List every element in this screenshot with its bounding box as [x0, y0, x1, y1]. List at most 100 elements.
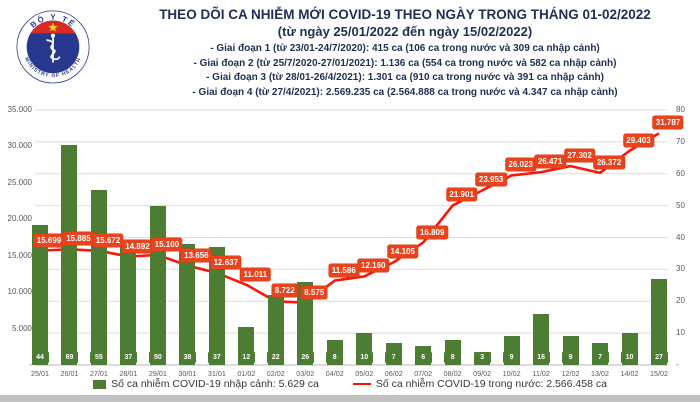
right-axis-tick-label: -	[676, 360, 679, 369]
left-axis-tick-label: 30.000	[7, 141, 32, 151]
right-axis-tick-label: 40	[676, 232, 685, 242]
imported-cases-bar	[267, 294, 284, 365]
domestic-cases-value-label: 26.023	[505, 158, 536, 172]
page-title: THEO DÕI CA NHIỄM MỚI COVID-19 THEO NGÀY…	[159, 7, 651, 22]
legend-line-swatch	[352, 382, 371, 386]
left-axis-tick-label: 15.000	[7, 250, 32, 260]
imported-cases-value-label: 10	[355, 352, 373, 363]
chart-header: THEO DÕI CA NHIỄM MỚI COVID-19 THEO NGÀY…	[118, 6, 692, 100]
imported-cases-bar	[32, 224, 48, 365]
imported-cases-bar	[149, 205, 166, 365]
page-subtitle: (từ ngày 25/01/2022 đến ngày 15/02/2022)	[277, 24, 533, 39]
domestic-cases-value-label: 31.787	[652, 116, 684, 130]
domestic-cases-value-label: 15.699	[33, 233, 65, 247]
domestic-cases-value-label: 12.160	[358, 259, 389, 273]
x-axis-date-label: 28/01	[119, 369, 138, 378]
left-axis-tick-label: 20.000	[7, 214, 32, 224]
imported-cases-bar	[120, 247, 137, 365]
chart-legend: Số ca nhiễm COVID-19 nhập cảnh: 5.629 ca…	[0, 378, 700, 390]
legend-bar-swatch	[93, 379, 107, 389]
x-axis-date-label: 13/02	[591, 369, 610, 378]
imported-cases-value-label: 9	[503, 352, 521, 363]
legend-label: Số ca nhiễm COVID-19 trong nước: 2.566.4…	[375, 378, 607, 390]
x-axis-date-label: 07/02	[414, 369, 433, 378]
domestic-cases-value-label: 21.901	[446, 188, 477, 202]
imported-cases-value-label: 8	[444, 352, 462, 363]
imported-cases-value-label: 7	[385, 352, 403, 363]
x-axis-date-label: 25/01	[31, 369, 49, 378]
domestic-cases-value-label: 14.105	[387, 245, 418, 259]
imported-cases-value-label: 27	[650, 352, 668, 363]
x-axis-date-label: 08/02	[443, 369, 462, 378]
domestic-cases-value-label: 8.575	[301, 285, 328, 299]
imported-cases-value-label: 37	[119, 352, 137, 363]
imported-cases-value-label: 16	[532, 352, 550, 363]
stage-summary-line: - Giai đoạn 1 (từ 23/01-24/7/2020): 415 …	[210, 43, 600, 54]
imported-cases-value-label: 22	[267, 352, 285, 363]
legend-label: Số ca nhiễm COVID-19 nhập cảnh: 5.629 ca	[111, 378, 319, 390]
ministry-of-health-logo: BỘ Y TẾ MINISTRY OF HEALTH	[14, 6, 92, 84]
domestic-cases-value-label: 26.471	[534, 155, 566, 169]
stage-summary-line: - Giai đoạn 3 (từ 28/01-26/4/2021): 1.30…	[206, 72, 604, 83]
right-axis-tick-label: 50	[676, 200, 685, 210]
domestic-cases-value-label: 15.885	[63, 232, 94, 246]
x-axis-date-label: 31/01	[207, 369, 226, 378]
x-axis-date-label: 02/02	[266, 369, 285, 378]
imported-cases-value-label: 44	[31, 352, 49, 363]
imported-cases-value-label: 37	[208, 352, 226, 363]
domestic-cases-value-label: 23.953	[475, 173, 507, 187]
domestic-cases-value-label: 11.586	[328, 263, 359, 277]
imported-cases-value-label: 26	[296, 352, 314, 363]
legend-item: Số ca nhiễm COVID-19 nhập cảnh: 5.629 ca	[93, 378, 319, 390]
imported-cases-bar	[61, 145, 78, 365]
x-axis-date-label: 01/02	[237, 369, 256, 378]
left-axis-tick-label: 25.000	[7, 177, 32, 187]
domestic-cases-value-label: 27.302	[564, 149, 595, 163]
left-axis-tick-label: 10.000	[7, 287, 32, 297]
imported-cases-value-label: 7	[591, 352, 609, 363]
domestic-cases-value-label: 29.403	[623, 133, 654, 147]
imported-cases-bar	[179, 243, 196, 365]
right-axis-tick-label: 70	[676, 136, 685, 146]
x-axis-date-label: 04/02	[325, 369, 344, 378]
stage-summary-line: - Giai đoạn 4 (từ 27/4/2021): 2.569.235 …	[192, 86, 618, 98]
right-axis-tick-label: 20	[676, 296, 685, 306]
legend-item: Số ca nhiễm COVID-19 trong nước: 2.566.4…	[352, 378, 607, 390]
imported-cases-value-label: 8	[326, 352, 344, 363]
domestic-cases-value-label: 15.100	[151, 237, 183, 251]
imported-cases-value-label: 10	[621, 352, 639, 363]
stage-summary-line: - Giai đoạn 2 (từ 25/7/2020-27/01/2021):…	[193, 57, 617, 69]
left-axis-tick-label: -	[29, 360, 32, 369]
x-axis-date-label: 27/01	[89, 369, 108, 378]
left-axis-tick-label: 35.000	[7, 105, 32, 114]
imported-cases-bar	[208, 247, 225, 365]
right-axis-tick-label: 60	[676, 168, 685, 178]
imported-cases-value-label: 9	[562, 352, 580, 363]
x-axis-date-label: 11/02	[532, 369, 550, 378]
x-axis-date-label: 30/01	[178, 369, 197, 378]
left-axis-tick-label: 5.000	[11, 323, 32, 333]
x-axis-date-label: 12/02	[561, 369, 580, 378]
x-axis-date-label: 09/02	[473, 369, 492, 378]
moh-emblem-graphic: BỘ Y TẾ MINISTRY OF HEALTH	[16, 10, 90, 84]
domestic-cases-value-label: 16.809	[416, 225, 448, 239]
x-axis-date-label: 14/02	[620, 369, 639, 378]
domestic-cases-value-label: 8.722	[271, 284, 298, 298]
domestic-cases-value-label: 13.656	[181, 248, 212, 262]
domestic-cases-line	[39, 132, 660, 304]
x-axis-date-label: 05/02	[355, 369, 374, 378]
x-axis-date-label: 15/02	[650, 369, 668, 378]
imported-cases-bar	[90, 189, 107, 365]
imported-cases-bar	[651, 278, 667, 365]
stage-summary-list: - Giai đoạn 1 (từ 23/01-24/7/2020): 415 …	[118, 42, 692, 100]
imported-cases-value-label: 38	[178, 352, 196, 363]
domestic-cases-value-label: 11.011	[240, 267, 271, 281]
x-axis-date-label: 03/02	[296, 369, 315, 378]
right-axis-tick-label: 10	[676, 328, 685, 338]
x-axis-date-label: 29/01	[148, 369, 167, 378]
imported-cases-value-label: 69	[60, 352, 78, 363]
x-axis-date-label: 26/01	[60, 369, 79, 378]
x-axis-date-label: 06/02	[384, 369, 403, 378]
imported-cases-value-label: 12	[237, 352, 255, 363]
x-axis-date-label: 10/02	[502, 369, 521, 378]
